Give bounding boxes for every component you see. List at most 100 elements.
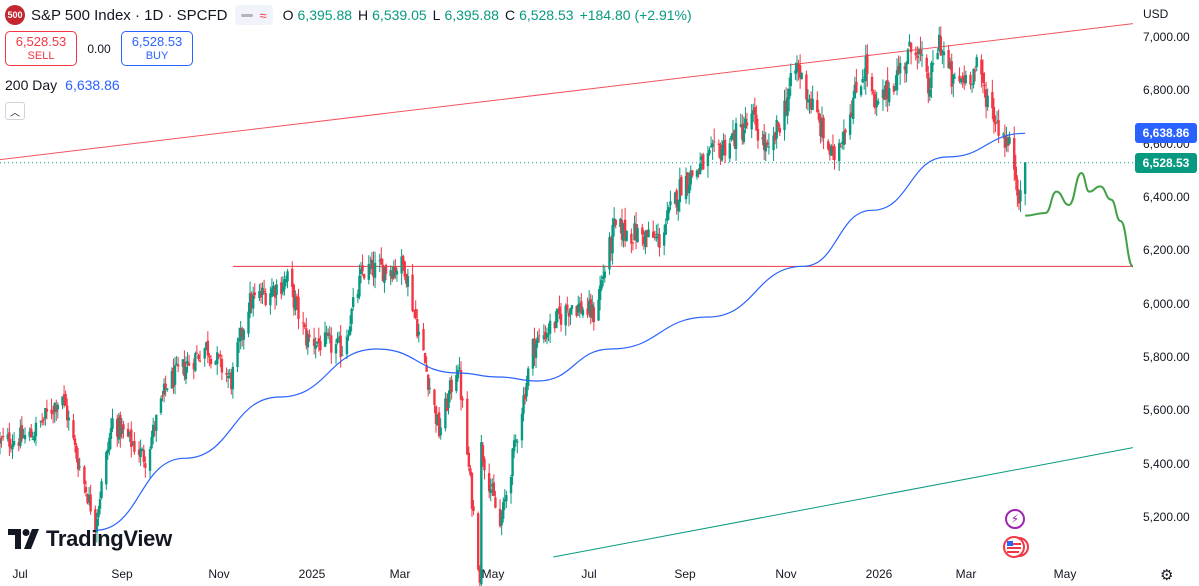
candle-body [564,305,567,326]
candle-body [767,146,771,148]
candle-body [970,83,974,85]
candle-body [828,146,832,155]
candle-body [33,436,36,441]
ma-200-line [95,132,1026,531]
currency-selector[interactable]: USD [1143,7,1168,21]
candle-body [516,441,519,443]
collapse-legend-button[interactable]: ︿ [5,102,25,120]
candle-body [411,274,414,311]
sell-label: SELL [27,49,55,62]
candle-body [719,144,722,159]
candle-body [170,371,174,389]
candle-body [312,338,316,347]
candle-body [42,419,45,421]
candle-body [380,258,383,265]
candle-body [800,72,803,80]
candle-body [734,123,738,150]
candle-body [109,428,113,439]
candle-body [511,448,514,477]
candle-body [1013,138,1016,170]
candle-body [503,499,506,502]
us-flag-event-icon[interactable] [1003,536,1029,558]
ohlc-open: 6,395.88 [297,7,353,23]
candle-body [831,147,835,149]
settings-gear-icon[interactable]: ⚙ [1160,567,1174,584]
candle-body [414,308,417,319]
candle-body [416,319,419,337]
candle-body [356,293,360,298]
candle-body [262,291,266,293]
lightning-event-icon[interactable]: ⚡ [1005,509,1025,529]
candle-body [372,263,375,278]
candle-body [350,308,353,324]
candle-body [1008,137,1011,144]
candle-body [895,70,899,91]
last-price-label: 6,528.53 [1135,152,1197,173]
candle-body [959,78,963,83]
candle-body [64,394,67,406]
candle-body [148,449,152,471]
candle-body [548,320,552,334]
candle-body [958,75,961,82]
candle-body [214,361,217,365]
candle-body [489,489,492,493]
candle-body [359,268,363,274]
candle-body [809,98,813,110]
candle-body [522,395,525,414]
candle-body [936,52,939,60]
wave-icon: ≈ [259,7,267,23]
candle-body [120,426,124,434]
candle-body [903,66,907,70]
candle-body [62,394,66,397]
candle-body [873,93,877,109]
candle-body [603,271,606,278]
candle-body [269,293,272,306]
candle-body [658,234,661,248]
candle-body [830,145,833,156]
candle-body [89,494,92,512]
y-tick-label: 5,200.00 [1143,510,1190,524]
candle-body [973,70,977,72]
candle-body [991,92,994,109]
candle-body [570,305,574,309]
candle-body [225,372,228,375]
candle-body [181,359,185,367]
candle-body [842,131,846,145]
candle-body [175,363,178,365]
candle-body [97,509,100,518]
candle-body [176,364,180,367]
market-status-pill[interactable]: ≈ [235,5,273,25]
symbol-title[interactable]: S&P 500 Index · 1D · SPCFD [31,6,228,24]
candle-body [336,338,339,343]
indicator-legend[interactable]: 200 Day 6,638.86 [5,77,120,93]
candle-body [897,66,900,74]
candle-body [400,256,403,274]
candle-body [139,448,142,458]
candle-body [241,328,244,337]
candle-body [28,431,31,437]
candle-body [938,34,941,51]
symbol-logo[interactable]: 500 [5,5,25,25]
candle-body [72,420,75,439]
candle-body [417,331,421,335]
candle-body [184,367,188,380]
candle-body [100,481,103,499]
x-tick-label: Nov [208,567,230,581]
candle-body [209,358,213,365]
candle-body [864,56,867,82]
buy-button[interactable]: 6,528.53 BUY [121,31,193,66]
candle-body [50,409,53,414]
ohlc-values: O 6,395.88 H 6,539.05 L 6,395.88 C 6,528.53 … [283,7,694,23]
candle-body [270,288,274,297]
sell-button[interactable]: 6,528.53 SELL [5,31,77,66]
candle-body [778,127,782,133]
candle-body [284,279,288,283]
candle-body [283,279,286,290]
candle-body [502,502,505,519]
candle-body [142,450,145,463]
candle-body [773,132,777,141]
tradingview-logo[interactable]: TradingView [8,526,172,552]
candle-body [248,293,252,314]
candle-body [459,369,463,400]
